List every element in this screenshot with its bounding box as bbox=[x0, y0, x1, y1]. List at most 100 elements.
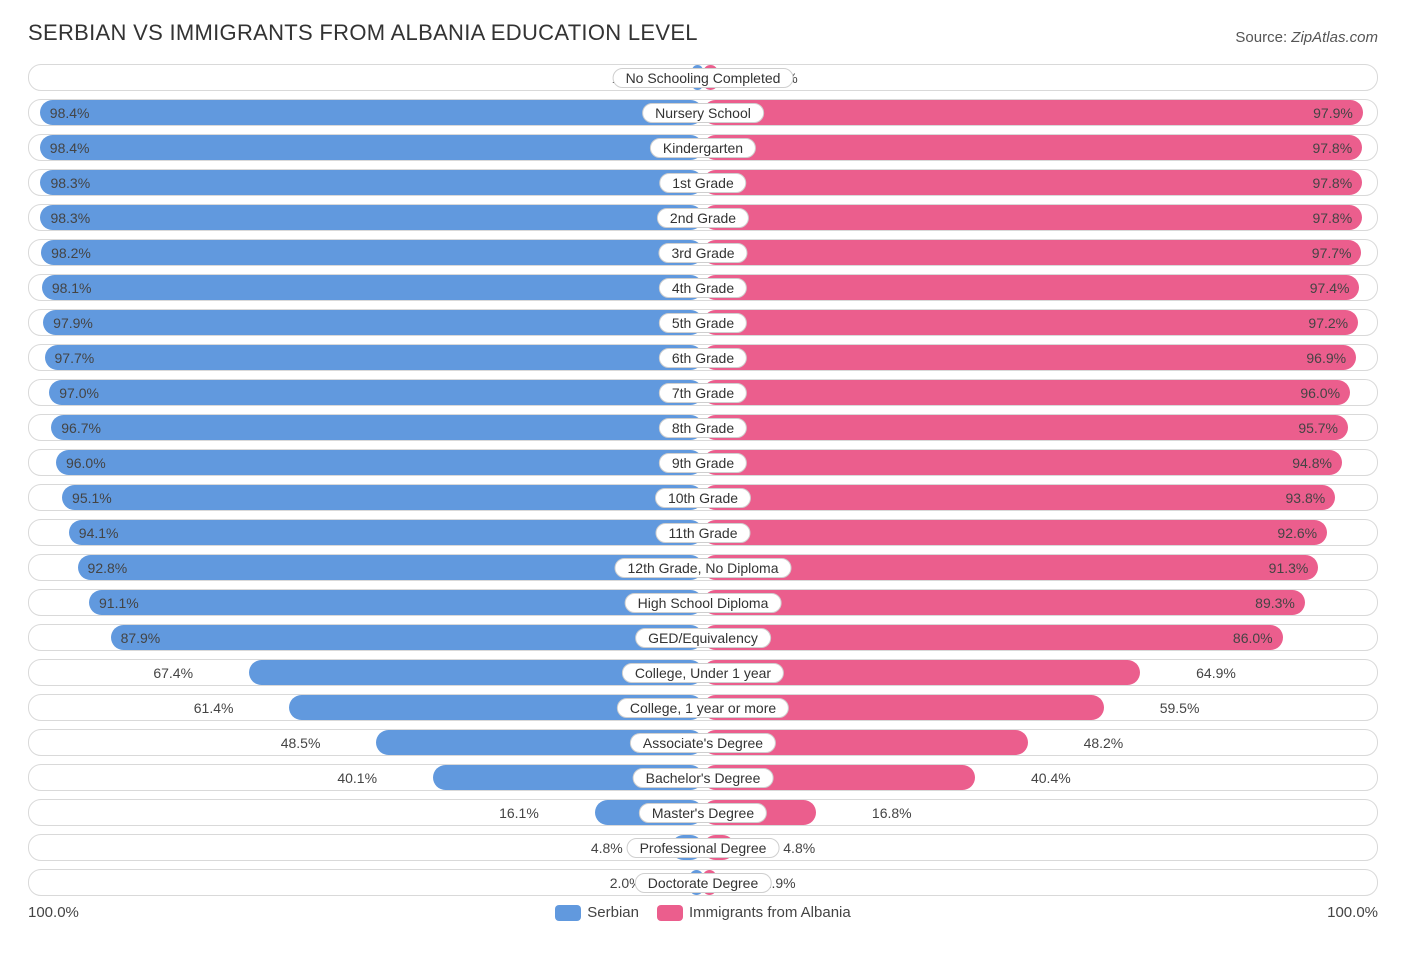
pct-left: 48.5% bbox=[281, 735, 329, 751]
chart-row: 92.8% 91.3%12th Grade, No Diploma bbox=[28, 554, 1378, 581]
pct-left: 96.0% bbox=[66, 455, 106, 471]
pct-left: 97.9% bbox=[53, 315, 93, 331]
bar-left: 97.9% bbox=[43, 310, 703, 335]
chart-footer: 100.0% Serbian Immigrants from Albania 1… bbox=[28, 904, 1378, 921]
source-label: Source: bbox=[1235, 29, 1291, 46]
bar-right: 96.0% bbox=[703, 380, 1350, 405]
category-label: 1st Grade bbox=[659, 173, 746, 193]
pct-right: 40.4% bbox=[1023, 770, 1071, 786]
pct-left: 98.1% bbox=[52, 280, 92, 296]
pct-left: 4.8% bbox=[591, 840, 631, 856]
chart-row: 97.0% 96.0% 7th Grade bbox=[28, 379, 1378, 406]
bar-left: 94.1% bbox=[69, 520, 703, 545]
bar-right: 93.8% bbox=[703, 485, 1335, 510]
pct-left: 98.2% bbox=[51, 245, 91, 261]
chart-row: 98.3% 97.8% 2nd Grade bbox=[28, 204, 1378, 231]
pct-left: 98.3% bbox=[50, 175, 90, 191]
category-label: GED/Equivalency bbox=[635, 628, 771, 648]
chart-row: 97.9%97.2%5th Grade bbox=[28, 309, 1378, 336]
legend-swatch-left bbox=[555, 905, 581, 921]
pct-right: 64.9% bbox=[1188, 665, 1236, 681]
pct-right: 59.5% bbox=[1152, 700, 1200, 716]
bar-right: 97.8% bbox=[703, 205, 1362, 230]
bar-left: 98.3% bbox=[40, 205, 703, 230]
chart-title: SERBIAN VS IMMIGRANTS FROM ALBANIA EDUCA… bbox=[28, 20, 698, 46]
category-label: 2nd Grade bbox=[657, 208, 749, 228]
pct-left: 67.4% bbox=[153, 665, 201, 681]
legend-label-left: Serbian bbox=[587, 904, 639, 921]
bar-right: 97.2% bbox=[703, 310, 1358, 335]
pct-right: 96.9% bbox=[1306, 350, 1346, 366]
category-label: 7th Grade bbox=[659, 383, 747, 403]
bar-right: 97.9% bbox=[703, 100, 1363, 125]
bar-right: 86.0% bbox=[703, 625, 1283, 650]
category-label: 12th Grade, No Diploma bbox=[615, 558, 792, 578]
pct-right: 4.8% bbox=[775, 840, 815, 856]
pct-right: 97.4% bbox=[1310, 280, 1350, 296]
pct-right: 96.0% bbox=[1300, 385, 1340, 401]
pct-right: 94.8% bbox=[1292, 455, 1332, 471]
legend-label-right: Immigrants from Albania bbox=[689, 904, 851, 921]
category-label: 3rd Grade bbox=[658, 243, 747, 263]
category-label: College, 1 year or more bbox=[617, 698, 789, 718]
chart-source: Source: ZipAtlas.com bbox=[1235, 29, 1378, 46]
chart-row: 94.1%92.6%11th Grade bbox=[28, 519, 1378, 546]
pct-left: 98.4% bbox=[50, 140, 90, 156]
pct-left: 92.8% bbox=[88, 560, 128, 576]
pct-right: 97.9% bbox=[1313, 105, 1353, 121]
pct-left: 94.1% bbox=[79, 525, 119, 541]
chart-row: 87.9%86.0%GED/Equivalency bbox=[28, 624, 1378, 651]
bar-left: 92.8% bbox=[78, 555, 703, 580]
category-label: Nursery School bbox=[642, 103, 764, 123]
bar-right: 89.3% bbox=[703, 590, 1305, 615]
pct-right: 92.6% bbox=[1277, 525, 1317, 541]
axis-left-max: 100.0% bbox=[28, 904, 79, 921]
diverging-bar-chart: 1.7%2.2%No Schooling Completed 98.4% 97.9%… bbox=[28, 64, 1378, 896]
category-label: Professional Degree bbox=[627, 838, 780, 858]
category-label: 8th Grade bbox=[659, 418, 747, 438]
legend: Serbian Immigrants from Albania bbox=[79, 904, 1327, 921]
bar-right: 92.6% bbox=[703, 520, 1327, 545]
chart-row: 2.0%1.9%Doctorate Degree bbox=[28, 869, 1378, 896]
bar-left: 98.1% bbox=[42, 275, 703, 300]
pct-right: 97.8% bbox=[1312, 210, 1352, 226]
pct-left: 97.0% bbox=[59, 385, 99, 401]
legend-swatch-right bbox=[657, 905, 683, 921]
chart-row: 96.7%95.7%8th Grade bbox=[28, 414, 1378, 441]
pct-left: 16.1% bbox=[499, 805, 547, 821]
pct-right: 97.8% bbox=[1312, 140, 1352, 156]
pct-right: 97.7% bbox=[1312, 245, 1352, 261]
chart-row: 98.3% 97.8% 1st Grade bbox=[28, 169, 1378, 196]
category-label: Doctorate Degree bbox=[635, 873, 772, 893]
pct-right: 89.3% bbox=[1255, 595, 1295, 611]
pct-left: 97.7% bbox=[55, 350, 95, 366]
chart-row: 98.1%97.4%4th Grade bbox=[28, 274, 1378, 301]
pct-right: 48.2% bbox=[1076, 735, 1124, 751]
category-label: 9th Grade bbox=[659, 453, 747, 473]
bar-right: 91.3% bbox=[703, 555, 1318, 580]
pct-right: 97.8% bbox=[1312, 175, 1352, 191]
chart-row: 16.1%16.8%Master's Degree bbox=[28, 799, 1378, 826]
category-label: No Schooling Completed bbox=[613, 68, 794, 88]
chart-row: 98.2% 97.7% 3rd Grade bbox=[28, 239, 1378, 266]
axis-right-max: 100.0% bbox=[1327, 904, 1378, 921]
bar-left: 95.1% bbox=[62, 485, 703, 510]
category-label: College, Under 1 year bbox=[622, 663, 784, 683]
bar-right: 97.7% bbox=[703, 240, 1361, 265]
bar-right: 96.9% bbox=[703, 345, 1356, 370]
pct-left: 95.1% bbox=[72, 490, 112, 506]
chart-row: 98.4%97.9%Nursery School bbox=[28, 99, 1378, 126]
bar-right: 94.8% bbox=[703, 450, 1342, 475]
bar-left: 97.7% bbox=[45, 345, 703, 370]
chart-row: 1.7%2.2%No Schooling Completed bbox=[28, 64, 1378, 91]
chart-row: 67.4% 64.9% College, Under 1 year bbox=[28, 659, 1378, 686]
chart-row: 98.4% 97.8% Kindergarten bbox=[28, 134, 1378, 161]
category-label: 6th Grade bbox=[659, 348, 747, 368]
chart-row: 48.5%48.2%Associate's Degree bbox=[28, 729, 1378, 756]
pct-right: 86.0% bbox=[1233, 630, 1273, 646]
bar-left: 91.1% bbox=[89, 590, 703, 615]
bar-left: 98.3% bbox=[40, 170, 703, 195]
bar-right: 97.4% bbox=[703, 275, 1359, 300]
pct-left: 91.1% bbox=[99, 595, 139, 611]
category-label: Kindergarten bbox=[650, 138, 756, 158]
